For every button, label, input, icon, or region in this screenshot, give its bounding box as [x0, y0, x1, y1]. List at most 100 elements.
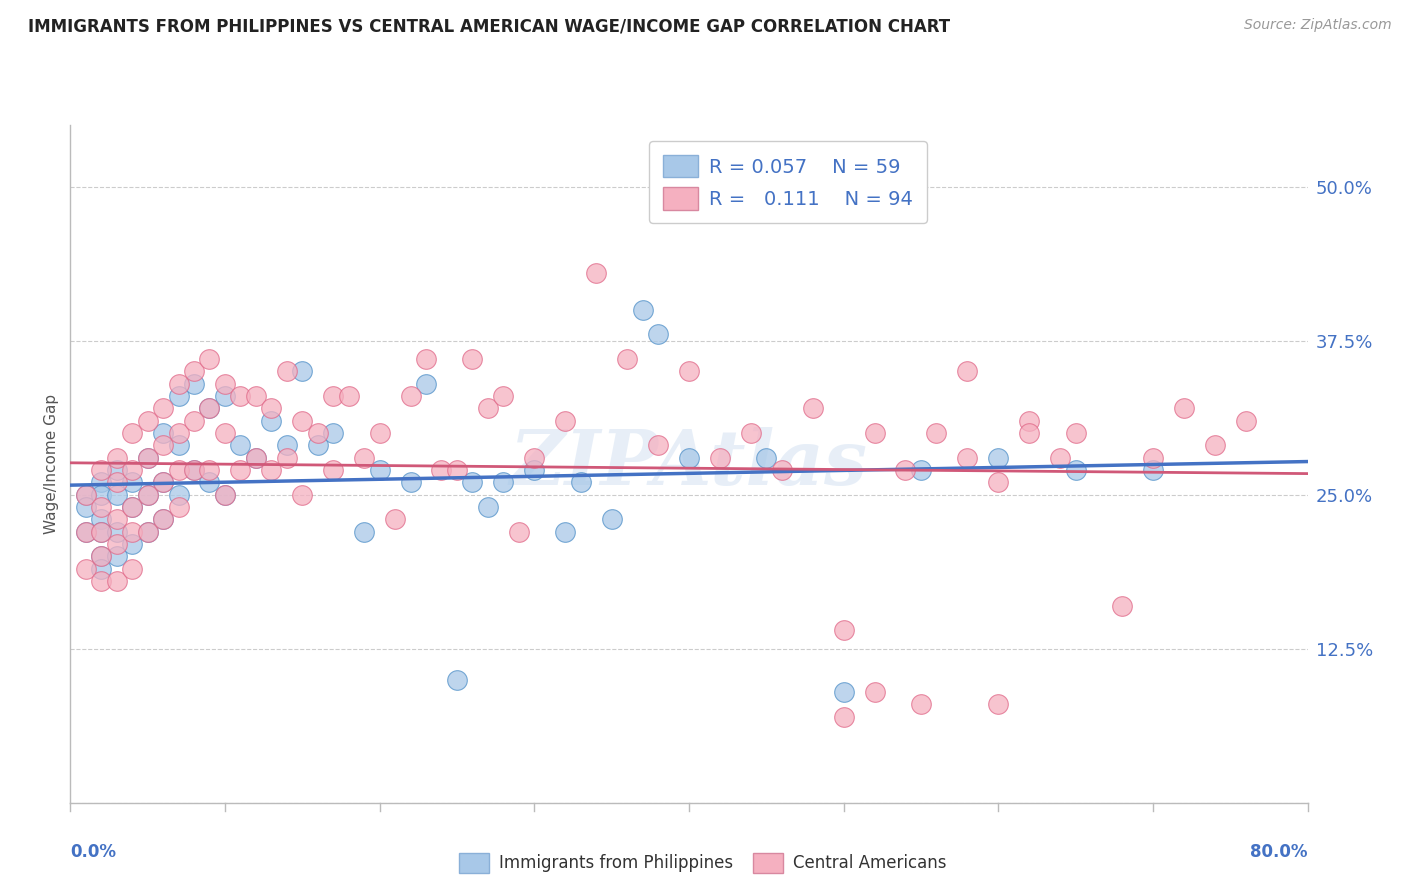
Point [167, 463, 190, 477]
Point [337, 389, 360, 403]
Point [136, 524, 159, 539]
Point [1142, 450, 1164, 465]
Point [554, 414, 576, 428]
Point [152, 425, 174, 440]
Point [863, 685, 886, 699]
Point [987, 450, 1010, 465]
Point [229, 463, 252, 477]
Point [245, 450, 267, 465]
Point [198, 401, 221, 416]
Point [90, 561, 112, 575]
Point [90, 475, 112, 490]
Point [709, 450, 731, 465]
Point [183, 364, 205, 378]
Point [136, 414, 159, 428]
Point [1064, 463, 1087, 477]
Point [276, 450, 298, 465]
Point [415, 352, 437, 367]
Point [136, 450, 159, 465]
Point [925, 425, 948, 440]
Point [461, 475, 484, 490]
Point [105, 537, 128, 551]
Point [198, 463, 221, 477]
Point [631, 302, 654, 317]
Point [152, 475, 174, 490]
Point [678, 364, 700, 378]
Point [322, 425, 344, 440]
Point [322, 463, 344, 477]
Point [229, 438, 252, 452]
Point [214, 488, 236, 502]
Point [198, 352, 221, 367]
Point [647, 327, 669, 342]
Point [105, 463, 128, 477]
Point [183, 463, 205, 477]
Point [121, 425, 143, 440]
Point [214, 425, 236, 440]
Point [260, 463, 283, 477]
Point [399, 475, 422, 490]
Point [1064, 425, 1087, 440]
Point [90, 512, 112, 526]
Point [75, 488, 97, 502]
Point [956, 364, 979, 378]
Point [121, 463, 143, 477]
Point [508, 524, 530, 539]
Point [1173, 401, 1195, 416]
Point [260, 414, 283, 428]
Point [105, 450, 128, 465]
Point [415, 376, 437, 391]
Point [322, 389, 344, 403]
Point [214, 389, 236, 403]
Point [136, 488, 159, 502]
Point [90, 524, 112, 539]
Point [585, 266, 607, 280]
Point [75, 524, 97, 539]
Point [353, 450, 375, 465]
Point [523, 450, 546, 465]
Point [523, 463, 546, 477]
Point [245, 450, 267, 465]
Point [167, 389, 190, 403]
Point [569, 475, 592, 490]
Point [90, 463, 112, 477]
Point [121, 500, 143, 514]
Point [1111, 599, 1133, 613]
Point [832, 624, 855, 638]
Point [105, 475, 128, 490]
Point [75, 500, 97, 514]
Point [477, 500, 499, 514]
Point [90, 574, 112, 588]
Point [121, 524, 143, 539]
Point [152, 512, 174, 526]
Point [152, 401, 174, 416]
Legend: R = 0.057    N = 59, R =   0.111    N = 94: R = 0.057 N = 59, R = 0.111 N = 94 [650, 141, 927, 223]
Point [1049, 450, 1071, 465]
Point [90, 524, 112, 539]
Point [152, 438, 174, 452]
Point [167, 425, 190, 440]
Point [956, 450, 979, 465]
Point [167, 438, 190, 452]
Point [291, 414, 314, 428]
Text: ZIPAtlas: ZIPAtlas [510, 427, 868, 500]
Point [307, 425, 329, 440]
Point [214, 376, 236, 391]
Point [368, 425, 391, 440]
Point [183, 414, 205, 428]
Point [198, 401, 221, 416]
Point [832, 709, 855, 723]
Point [105, 488, 128, 502]
Point [198, 475, 221, 490]
Point [75, 488, 97, 502]
Point [121, 475, 143, 490]
Point [75, 561, 97, 575]
Point [616, 352, 638, 367]
Point [136, 488, 159, 502]
Point [291, 488, 314, 502]
Point [276, 438, 298, 452]
Point [105, 574, 128, 588]
Point [910, 697, 932, 711]
Point [167, 376, 190, 391]
Point [1142, 463, 1164, 477]
